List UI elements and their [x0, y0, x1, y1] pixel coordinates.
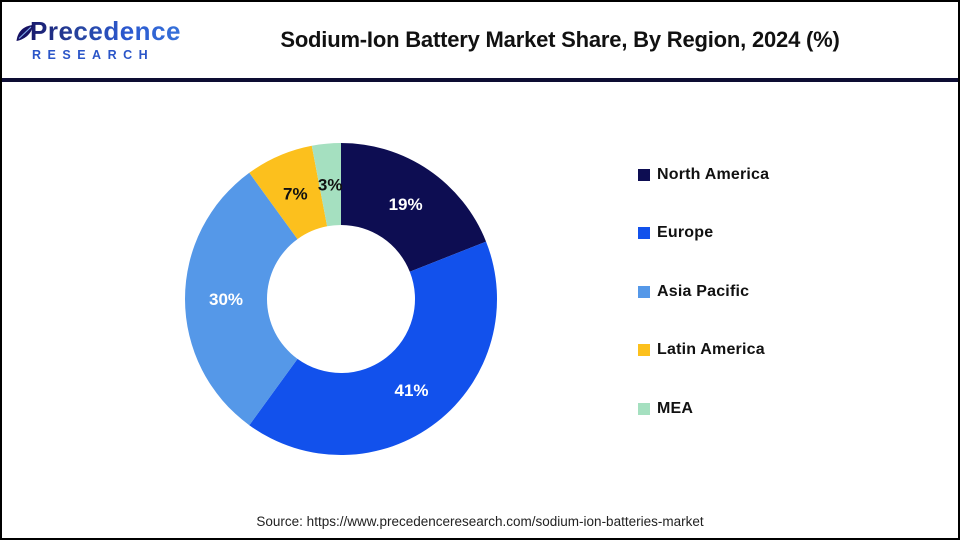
legend-label: MEA	[657, 399, 694, 417]
logo-subtitle: RESEARCH	[32, 47, 155, 62]
chart-legend: North America Europe Asia Pacific Latin Ame…	[638, 166, 769, 459]
legend-swatch	[638, 227, 650, 239]
legend-label: Latin America	[657, 341, 765, 358]
legend-item-asia-pacific: Asia Pacific	[638, 283, 769, 300]
donut-slice-mea	[311, 143, 341, 227]
header: Precedence RESEARCH Sodium-Ion Battery M…	[2, 2, 958, 78]
legend-item-mea: MEA	[638, 400, 769, 417]
precedence-research-logo: Precedence RESEARCH	[2, 18, 214, 62]
legend-swatch	[638, 344, 650, 356]
title-wrap: Sodium-Ion Battery Market Share, By Regi…	[214, 27, 958, 53]
legend-item-europe: Europe	[638, 224, 769, 242]
legend-item-north-america: North America	[638, 166, 769, 183]
legend-swatch	[638, 402, 650, 415]
slice-label-latin-america: 7%	[283, 185, 308, 204]
chart-area: 19% 41% 30% 7% 3% North America Europe Asia Pa…	[2, 82, 958, 538]
logo-leaf-icon	[15, 24, 35, 51]
donut-slice-europe	[249, 241, 498, 456]
donut-chart: 19% 41% 30% 7% 3%	[184, 143, 498, 456]
slice-label-europe: 41%	[394, 381, 428, 400]
legend-label: North America	[657, 165, 770, 183]
logo-wordmark: Precedence	[20, 18, 214, 46]
donut-slice-latin-america	[249, 145, 328, 240]
legend-swatch	[638, 168, 650, 181]
donut-slice-asia-pacific	[184, 172, 298, 426]
legend-label: Asia Pacific	[657, 282, 750, 300]
chart-title: Sodium-Ion Battery Market Share, By Regi…	[280, 27, 840, 52]
header-divider	[2, 78, 958, 82]
donut-slice-north-america	[341, 143, 487, 272]
legend-item-latin-america: Latin America	[638, 341, 769, 359]
slice-label-north-america: 19%	[389, 195, 423, 214]
source-text: Source: https://www.precedenceresearch.c…	[256, 514, 704, 529]
legend-label: Europe	[657, 224, 714, 241]
legend-swatch	[638, 285, 650, 298]
slice-label-mea: 3%	[318, 176, 343, 195]
slice-label-asia-pacific: 30%	[209, 290, 243, 309]
